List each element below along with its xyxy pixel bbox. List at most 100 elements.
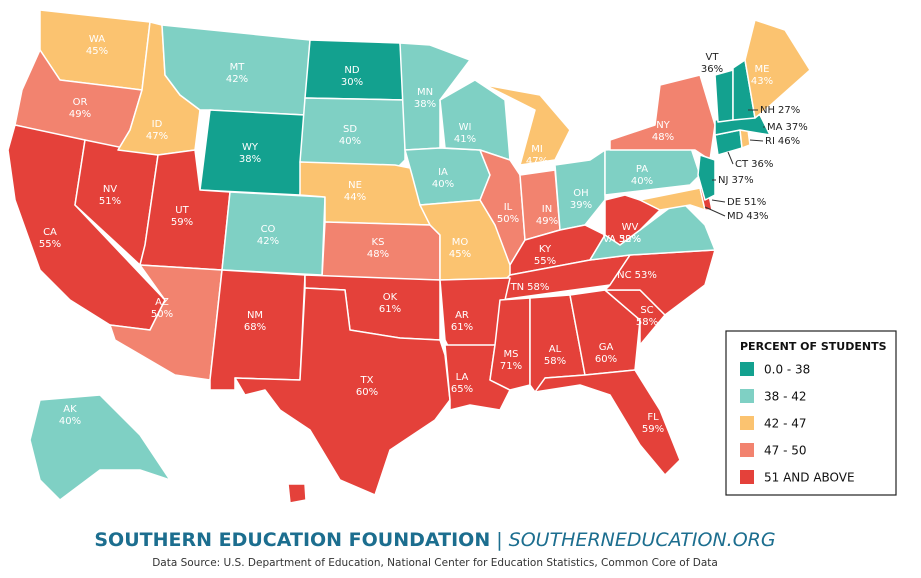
legend-box [725, 330, 897, 496]
legend-label: 38 - 42 [764, 390, 807, 404]
state-label: VT 36% [701, 52, 723, 75]
state-value: 46% [778, 136, 800, 147]
state-value: 38% [414, 99, 436, 110]
state-code: MS [504, 349, 519, 360]
state-value: 43% [751, 76, 773, 87]
state-value: 42% [226, 74, 248, 85]
state-code: MT [230, 62, 246, 73]
state-code: MN [417, 87, 433, 98]
state-value: 59% [171, 217, 193, 228]
state-value: 39% [619, 234, 641, 245]
state-value: 36% [751, 159, 773, 170]
state-code: OR [73, 97, 88, 108]
state-value: 45% [449, 249, 471, 260]
state-code: ND [344, 65, 359, 76]
state-code: GA [599, 342, 614, 353]
state-value: 50% [151, 309, 173, 320]
state-value: 39% [570, 200, 592, 211]
state-code: FL [647, 412, 659, 423]
legend-label: 51 AND ABOVE [764, 471, 855, 485]
state-code: LA [456, 372, 469, 383]
state-code: CA [43, 227, 57, 238]
state [299, 97, 406, 171]
state-value: 68% [244, 322, 266, 333]
state-value: 61% [451, 322, 473, 333]
state-value: 58% [544, 356, 566, 367]
separator: | [496, 529, 502, 551]
state-value: 53% [635, 270, 657, 281]
state-code: MD [727, 211, 744, 222]
state-value: 30% [341, 77, 363, 88]
states [7, 9, 811, 504]
state-code: KY [539, 244, 552, 255]
state-value: 41% [454, 134, 476, 145]
legend-swatch [740, 443, 754, 457]
legend-label: 42 - 47 [764, 417, 807, 431]
state-code: NM [247, 310, 263, 321]
state-value: 49% [536, 216, 558, 227]
state-value: 47% [526, 156, 548, 167]
source: Data Source: U.S. Department of Educatio… [152, 557, 718, 569]
state-value: 37% [785, 122, 807, 133]
state-label: NC 53% [617, 270, 657, 281]
state-code: CT [735, 159, 749, 170]
leader-line [749, 139, 764, 142]
state-value: 58% [636, 317, 658, 328]
state-value: 51% [744, 197, 766, 208]
state-value: 50% [497, 214, 519, 225]
state-code: TN [510, 282, 525, 293]
state-code: AZ [155, 297, 169, 308]
state-code: WV [622, 222, 639, 233]
state-code: ID [152, 119, 163, 130]
state-code: KS [372, 237, 385, 248]
state-value: 37% [731, 175, 753, 186]
state [639, 187, 706, 211]
state-value: 61% [379, 304, 401, 315]
state-code: ME [755, 64, 770, 75]
state-code: MO [452, 237, 469, 248]
state-code: IA [438, 167, 448, 178]
state-label: MA 37% [767, 122, 808, 133]
state-value: 40% [631, 176, 653, 187]
state-code: IL [504, 202, 513, 213]
state-value: 40% [339, 136, 361, 147]
state [234, 287, 451, 496]
state-value: 38% [239, 154, 261, 165]
legend-swatch [740, 389, 754, 403]
state-label: TN 58% [510, 282, 550, 293]
state-label: MD 43% [727, 211, 769, 222]
state [744, 19, 811, 119]
state-code: DE [727, 197, 741, 208]
state-value: 58% [527, 282, 549, 293]
state-code: MA [767, 122, 783, 133]
state [604, 144, 701, 196]
state [534, 369, 681, 476]
state-value: 52% [619, 234, 641, 245]
state [604, 194, 661, 246]
state-code: NY [656, 120, 670, 131]
state-value: 60% [356, 387, 378, 398]
state-value: 65% [451, 384, 473, 395]
state-code: OK [383, 292, 398, 303]
site: SOUTHERNEDUCATION.ORG [509, 529, 776, 551]
state-code: MI [531, 144, 543, 155]
state [519, 169, 561, 241]
state-code: WI [459, 122, 472, 133]
state-value: 55% [39, 239, 61, 250]
state-value: 51% [99, 196, 121, 207]
state-code: SD [343, 124, 357, 135]
state-code: NC [617, 270, 631, 281]
leader-line [704, 206, 726, 217]
state-value: 42% [257, 236, 279, 247]
legend: 0.0 - 38 38 - 42 42 - 47 47 - 50 51 AND ABOV… [740, 362, 855, 485]
state-label: DE 51% [727, 197, 766, 208]
state-value: 49% [69, 109, 91, 120]
state-code: WA [89, 34, 105, 45]
state-code: AL [549, 344, 562, 355]
state-label: NJ 37% [718, 175, 754, 186]
state [484, 84, 571, 166]
state [714, 69, 734, 123]
state-code: NJ [718, 175, 728, 186]
state-value: 27% [778, 105, 800, 116]
